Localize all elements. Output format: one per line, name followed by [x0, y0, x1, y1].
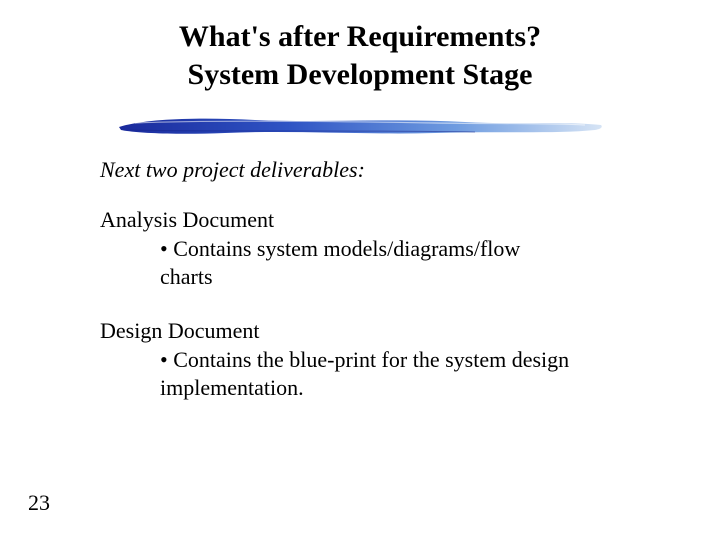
- section-analysis: Analysis Document • Contains system mode…: [100, 207, 660, 290]
- section-design: Design Document • Contains the blue-prin…: [100, 318, 660, 401]
- slide: What's after Requirements? System Develo…: [0, 0, 720, 540]
- page-number: 23: [28, 490, 50, 516]
- section-bullet: • Contains the blue-print for the system…: [100, 346, 570, 401]
- brushstroke-divider: [115, 115, 605, 137]
- divider: [0, 115, 720, 137]
- section-bullet: • Contains system models/diagrams/flow c…: [100, 235, 570, 290]
- section-heading: Design Document: [100, 318, 660, 344]
- section-heading: Analysis Document: [100, 207, 660, 233]
- content-area: Next two project deliverables: Analysis …: [0, 137, 720, 401]
- title-line-2: System Development Stage: [0, 56, 720, 94]
- title-line-1: What's after Requirements?: [0, 18, 720, 56]
- subtitle: Next two project deliverables:: [100, 157, 660, 183]
- title-area: What's after Requirements? System Develo…: [0, 0, 720, 93]
